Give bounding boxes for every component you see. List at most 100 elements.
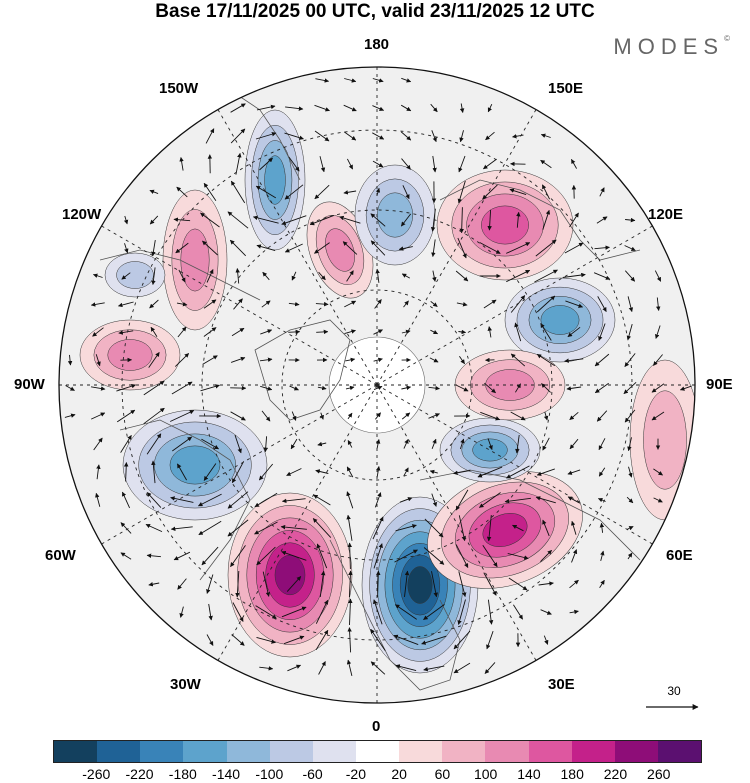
wind-arrow-icon (173, 217, 191, 222)
wind-arrow-icon (314, 242, 330, 254)
wind-arrow-icon (121, 491, 131, 509)
wind-arrow-icon (403, 300, 409, 308)
wind-arrow-icon (479, 492, 501, 508)
wind-arrow-icon (170, 526, 193, 531)
wind-arrow-icon (261, 410, 271, 422)
wind-arrow-icon (230, 545, 246, 567)
wind-arrow-icon (423, 665, 445, 672)
wind-arrow-icon (627, 437, 632, 452)
wind-arrow-icon (173, 551, 191, 561)
wind-arrow-icon (120, 552, 132, 560)
wind-arrow-icon (403, 438, 409, 449)
wind-arrow-icon (402, 185, 410, 200)
wind-arrow-icon (401, 385, 412, 391)
wind-arrow-icon (201, 438, 219, 450)
wind-arrow-icon (564, 242, 584, 254)
wind-arrow-icon (284, 184, 304, 200)
wind-arrow-icon (534, 269, 558, 283)
wind-arrow-icon (203, 299, 217, 309)
wind-arrow-icon (373, 385, 383, 391)
wind-arrow-icon (344, 329, 356, 335)
wind-arrow-icon (432, 155, 437, 173)
wind-arrow-icon (623, 381, 637, 395)
wind-arrow-icon (482, 544, 498, 568)
wind-arrow-icon (118, 330, 134, 335)
lon-label-90w: 90W (14, 376, 45, 393)
wind-arrow-icon (594, 245, 610, 250)
wind-arrow-icon (65, 385, 75, 391)
wind-arrow-icon (428, 413, 440, 419)
wind-arrow-icon (428, 385, 440, 391)
wind-arrow-icon (487, 438, 493, 451)
wind-arrow-icon (600, 550, 605, 562)
wind-arrow-icon (145, 523, 163, 533)
map-boundary (58, 66, 696, 704)
wind-arrow-icon (256, 636, 276, 644)
wind-arrow-icon (512, 134, 524, 139)
wind-arrow-icon (455, 544, 469, 569)
wind-arrow-icon (347, 440, 353, 448)
wind-arrow-icon (176, 186, 188, 198)
wind-arrow-icon (370, 240, 386, 256)
colorbar-tick-label: 220 (603, 766, 628, 782)
wind-arrow-icon (255, 132, 277, 140)
wind-arrow-icon (179, 606, 184, 618)
wind-arrow-icon (317, 385, 327, 391)
wind-arrow-icon (232, 602, 244, 622)
wind-arrow-icon (538, 581, 554, 586)
wind-arrow-icon (316, 329, 329, 335)
wind-arrow-icon (455, 270, 469, 282)
wind-arrow-icon (679, 385, 692, 391)
wind-arrow-icon (230, 356, 246, 363)
wind-arrow-icon (459, 356, 465, 365)
wind-arrow-icon (90, 302, 105, 307)
anomaly-contour (325, 228, 355, 272)
wind-arrow-icon (512, 524, 524, 532)
wind-arrow-icon (176, 301, 188, 307)
wind-arrow-icon (395, 664, 417, 672)
lon-label-60e: 60E (666, 547, 693, 564)
wind-arrow-icon (510, 411, 526, 421)
wind-arrow-icon (262, 271, 270, 281)
wind-arrow-icon (170, 410, 195, 422)
wind-arrow-icon (394, 604, 417, 620)
wind-arrow-icon (403, 467, 409, 477)
wind-arrow-icon (235, 268, 240, 284)
wind-arrow-icon (510, 353, 526, 367)
wind-arrow-icon (67, 354, 73, 366)
wind-arrow-icon (598, 438, 606, 451)
wind-arrow-icon (120, 435, 132, 453)
wind-arrow-icon (542, 209, 551, 230)
wind-arrow-icon (374, 299, 382, 309)
wind-arrow-icon (404, 570, 410, 597)
wind-arrow-icon (375, 439, 381, 449)
wind-arrow-icon (318, 271, 326, 281)
wind-arrow-icon (506, 242, 531, 254)
wind-arrow-icon (203, 463, 217, 481)
wind-arrow-icon (515, 434, 520, 454)
wind-arrow-icon (376, 466, 381, 478)
wind-arrow-icon (254, 521, 278, 535)
wind-arrow-icon (201, 546, 219, 566)
colorbar-tick-label: -60 (302, 766, 323, 782)
wind-arrow-icon (653, 354, 663, 366)
wind-arrow-icon (656, 297, 661, 311)
wind-arrow-icon (261, 300, 271, 308)
wind-arrow-icon (255, 605, 277, 619)
wind-vectors (64, 77, 692, 677)
anomaly-contour (540, 305, 580, 335)
colorbar-swatch (140, 741, 184, 762)
wind-arrow-icon (280, 524, 307, 530)
colorbar-swatch (442, 741, 486, 762)
wind-arrow-icon (400, 131, 412, 141)
wind-arrow-icon (198, 520, 222, 536)
wind-arrow-icon (459, 207, 464, 234)
wind-arrow-icon (596, 410, 608, 422)
wind-arrow-icon (655, 325, 661, 339)
wind-arrow-icon (315, 78, 330, 83)
anomaly-canada-high (79, 319, 181, 391)
wind-arrow-icon (564, 358, 584, 363)
wind-arrow-icon (344, 78, 357, 83)
wind-arrow-icon (319, 156, 326, 173)
